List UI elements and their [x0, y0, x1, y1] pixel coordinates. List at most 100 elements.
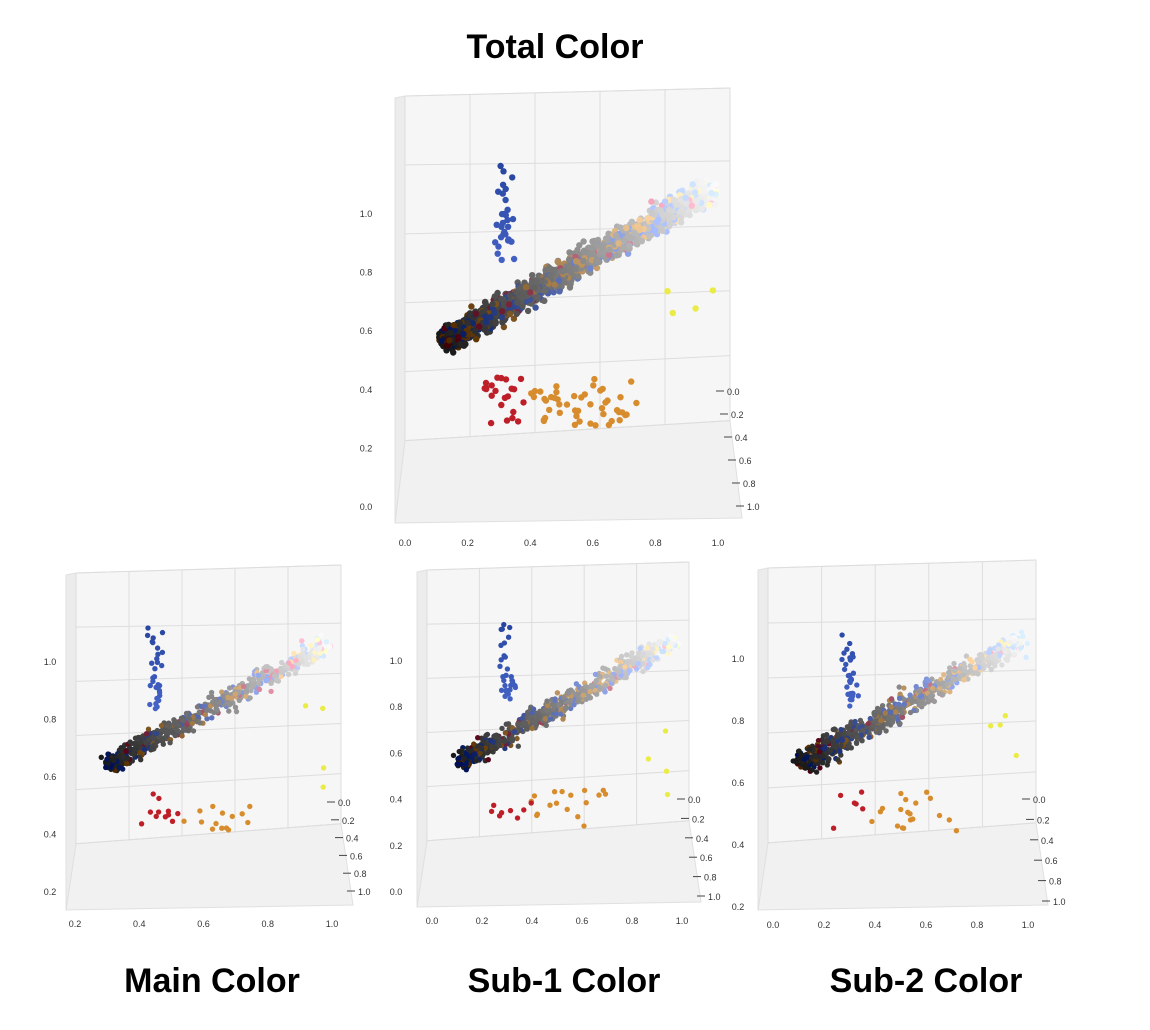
scatter-point	[517, 375, 525, 383]
z-tick-label: 0.4	[390, 795, 403, 805]
scatter-point	[608, 673, 614, 680]
scatter-point	[104, 756, 110, 762]
scatter-point	[660, 648, 667, 655]
scatter-point	[618, 653, 625, 660]
scatter-point	[833, 744, 839, 751]
scatter-point	[175, 810, 181, 817]
scatter-point	[573, 412, 580, 420]
scatter-point	[910, 816, 916, 822]
scatter-point	[473, 336, 480, 343]
scatter-point	[561, 694, 567, 701]
scatter-point	[885, 715, 891, 721]
scatter-point	[156, 795, 162, 802]
scatter-point	[869, 818, 875, 825]
scatter-point	[565, 262, 573, 270]
scatter-point	[975, 671, 981, 677]
scatter-point	[323, 639, 330, 645]
scatter-point	[150, 791, 156, 797]
scatter-point	[250, 682, 257, 689]
scatter-point	[594, 257, 601, 264]
scatter-point	[502, 745, 508, 752]
scatter-point	[913, 800, 919, 806]
scatter-point	[124, 761, 130, 767]
scatter-point	[299, 638, 305, 644]
scatter-point	[492, 319, 499, 326]
scatter-point	[947, 672, 953, 679]
scatter-point	[454, 761, 460, 767]
grid-line	[426, 770, 690, 788]
x-tick-label: 0.6	[197, 919, 210, 929]
scatter-point	[602, 682, 609, 688]
scatter-point	[706, 201, 713, 209]
scatter-point	[519, 715, 525, 722]
z-tick-label: 0.8	[732, 716, 745, 726]
scatter-point	[793, 759, 800, 765]
scatter-point	[549, 701, 555, 708]
z-tick-label: 0.6	[44, 772, 57, 782]
scatter-point	[858, 789, 865, 795]
z-tick-label: 0.0	[390, 887, 403, 897]
scatter-point	[507, 696, 513, 702]
scatter-point	[853, 727, 859, 733]
scatter-point	[841, 666, 848, 673]
scatter-point	[961, 677, 967, 683]
scatter-point	[574, 699, 581, 705]
scatter-point	[890, 714, 896, 720]
scatter-point	[138, 821, 145, 827]
scatter-point	[553, 383, 560, 390]
scatter-point	[510, 408, 517, 416]
scatter-point	[279, 659, 285, 666]
scatter-point	[830, 825, 837, 831]
scatter-point	[907, 811, 913, 817]
scatter-point	[159, 649, 166, 656]
y-tick-label: 0.8	[704, 873, 717, 883]
scatter-point	[947, 689, 953, 695]
scatter-point	[240, 683, 247, 690]
scatter-point	[711, 201, 719, 208]
scatter-point	[817, 765, 823, 771]
y-tick-label: 0.6	[700, 853, 713, 863]
scatter-point	[988, 666, 994, 673]
scatter-point	[531, 387, 539, 395]
scatter-point	[612, 232, 620, 240]
scatter-point	[320, 784, 326, 790]
scatter-point	[597, 248, 604, 256]
scatter-point	[663, 768, 670, 774]
scatter-point	[580, 688, 586, 694]
y-tick-label: 1.0	[708, 892, 721, 902]
scatter-point	[872, 718, 878, 725]
scatter-point	[533, 279, 540, 286]
scatter-point	[822, 744, 828, 750]
scatter-point	[531, 793, 538, 799]
scatter-point	[931, 698, 938, 705]
y-tick-label: 0.2	[731, 410, 744, 420]
scatter-point	[596, 792, 602, 798]
x-tick-label: 1.0	[676, 916, 689, 926]
y-tick-label: 1.0	[358, 887, 371, 897]
y-tick-label: 0.8	[354, 869, 367, 879]
scatter-point	[668, 633, 674, 639]
scatter-point	[541, 414, 549, 422]
scatter-point	[504, 666, 511, 672]
x-tick-label: 0.6	[576, 916, 589, 926]
scatter-point	[547, 802, 553, 808]
scatter-point	[917, 693, 924, 700]
scatter-point	[882, 710, 888, 716]
scatter-points	[790, 629, 1030, 834]
scatter-point	[936, 681, 943, 687]
scatter-point	[137, 740, 144, 746]
scatter-point	[560, 716, 566, 722]
x-tick-label: 0.2	[461, 538, 474, 548]
grid-line	[767, 822, 1037, 844]
scatter-point	[571, 702, 577, 708]
scatter-point	[497, 663, 503, 669]
x-tick-label: 0.6	[920, 920, 933, 930]
scatter-point	[575, 273, 582, 280]
scatter-point	[482, 384, 490, 391]
y-tick-label: 0.4	[735, 433, 748, 443]
scatter-point	[626, 242, 633, 249]
scatter-point	[150, 639, 156, 646]
scatter-point	[529, 725, 535, 732]
scatter-point	[635, 660, 641, 667]
scatter-point	[496, 742, 502, 748]
